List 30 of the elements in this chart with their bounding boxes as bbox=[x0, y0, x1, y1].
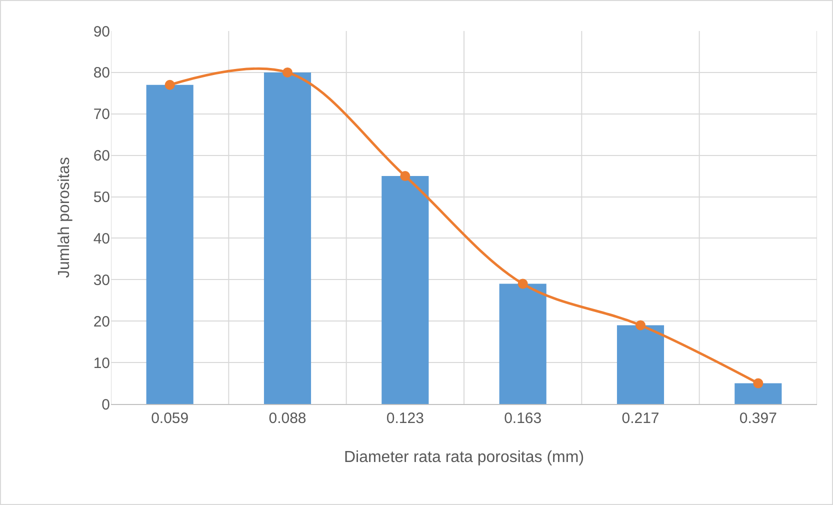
point bbox=[164, 80, 175, 90]
y-tick-label: 30 bbox=[93, 272, 110, 289]
point bbox=[753, 378, 764, 388]
y-tick-label: 60 bbox=[93, 148, 110, 165]
x-tick-label: 0.217 bbox=[622, 410, 660, 427]
x-axis-title: Diameter rata rata porositas (mm) bbox=[344, 449, 584, 466]
y-tick-label: 80 bbox=[93, 64, 110, 82]
x-tick-label: 0.088 bbox=[268, 410, 306, 427]
y-axis-title: Jumlah porositas bbox=[56, 157, 73, 278]
bar bbox=[146, 84, 194, 404]
x-tick-label: 0.059 bbox=[151, 410, 189, 427]
x-tick-label: 0.163 bbox=[504, 410, 542, 427]
x-tick-label: 0.123 bbox=[386, 410, 424, 427]
y-tick-label: 0 bbox=[102, 396, 110, 414]
bar bbox=[616, 325, 664, 404]
y-tick-label: 90 bbox=[93, 23, 110, 40]
bar bbox=[499, 284, 546, 404]
x-tick-label: 0.397 bbox=[739, 410, 777, 427]
point bbox=[282, 67, 292, 78]
bar bbox=[734, 383, 782, 404]
y-tick-label: 50 bbox=[93, 189, 110, 206]
y-tick-label: 10 bbox=[93, 354, 110, 372]
y-tick-label: 70 bbox=[93, 106, 110, 124]
point bbox=[636, 320, 646, 330]
bar bbox=[264, 72, 312, 404]
point bbox=[518, 278, 528, 289]
y-tick-label: 40 bbox=[93, 230, 110, 248]
y-tick-label: 20 bbox=[93, 313, 110, 330]
point bbox=[400, 171, 410, 182]
bar bbox=[382, 176, 429, 404]
